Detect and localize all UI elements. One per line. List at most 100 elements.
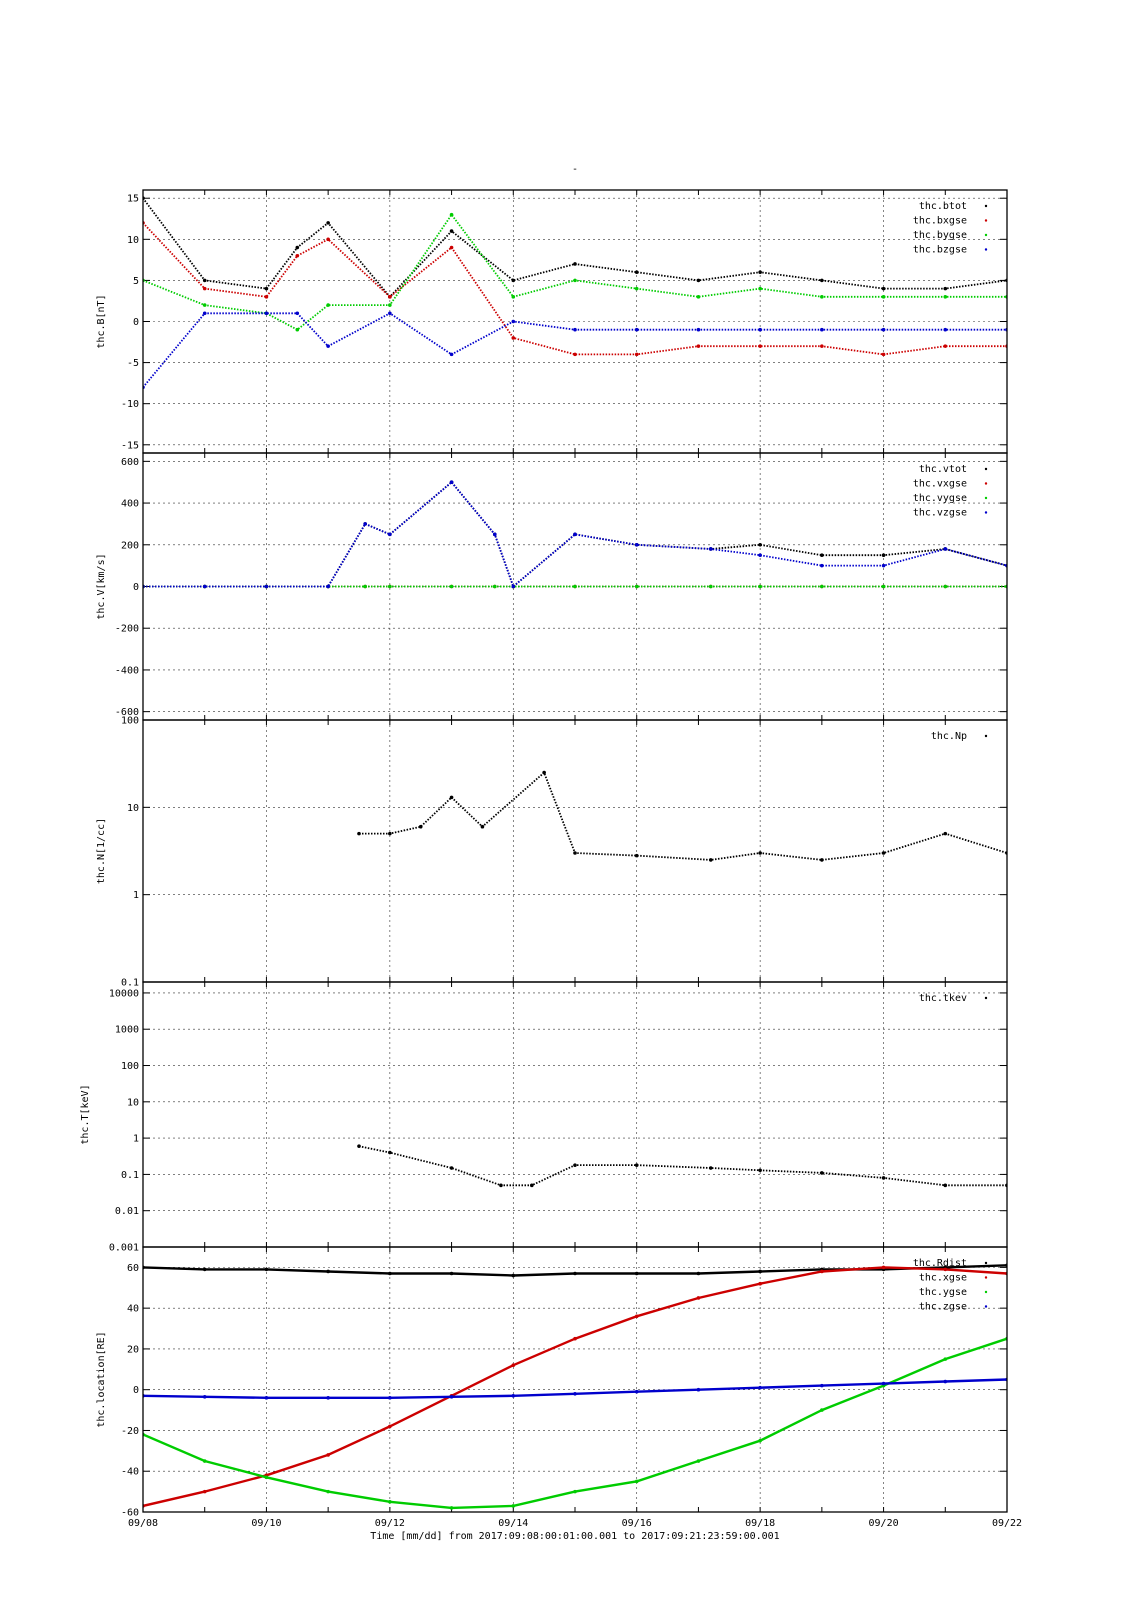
x-tick-label: 09/12 bbox=[375, 1518, 405, 1529]
data-point bbox=[202, 1489, 207, 1494]
data-point bbox=[634, 853, 639, 858]
legend-label: thc.btot bbox=[919, 201, 967, 212]
data-point bbox=[295, 311, 300, 316]
data-point bbox=[758, 327, 762, 332]
data-point bbox=[758, 851, 762, 855]
data-point bbox=[264, 311, 269, 316]
series-line-thc.tkev bbox=[358, 1145, 1007, 1187]
y-tick-label: 200 bbox=[121, 540, 139, 551]
data-point bbox=[449, 1166, 454, 1170]
data-point bbox=[511, 1273, 516, 1278]
y-tick-label: -60 bbox=[121, 1508, 139, 1519]
data-point bbox=[573, 1271, 577, 1276]
y-tick-label: -15 bbox=[121, 440, 139, 451]
legend-label: thc.tkev bbox=[919, 993, 967, 1004]
data-point bbox=[449, 1506, 454, 1510]
y-tick-label: 0 bbox=[133, 317, 139, 328]
data-point bbox=[326, 584, 330, 589]
data-point bbox=[573, 584, 577, 589]
y-axis-label: thc.location[RE] bbox=[96, 1331, 107, 1427]
data-point bbox=[511, 278, 516, 283]
y-tick-label: 20 bbox=[127, 1344, 139, 1355]
legend-label: thc.vzgse bbox=[913, 508, 967, 519]
data-point bbox=[511, 336, 516, 340]
legend-label: thc.Np bbox=[931, 731, 967, 742]
legend-marker bbox=[984, 1276, 988, 1279]
data-point bbox=[820, 553, 824, 558]
data-point bbox=[881, 1381, 886, 1386]
y-tick-label: 5 bbox=[133, 276, 139, 287]
data-point bbox=[634, 584, 639, 589]
panel-2: -600 -400 -200 0 200 400 600 thc.V[km/s] thc.vto… bbox=[96, 452, 1008, 721]
data-point bbox=[202, 1267, 207, 1272]
data-point bbox=[202, 311, 207, 316]
x-tick-label: 09/18 bbox=[745, 1518, 775, 1529]
y-tick-label: 0.001 bbox=[109, 1243, 139, 1254]
data-point bbox=[820, 295, 824, 299]
y-tick-label: 0.1 bbox=[121, 978, 139, 989]
data-point bbox=[634, 327, 639, 332]
legend-marker bbox=[984, 734, 988, 738]
series-line-thc.btot bbox=[143, 197, 1007, 299]
data-point bbox=[202, 303, 207, 307]
data-point bbox=[696, 344, 701, 348]
legend-label: thc.zgse bbox=[919, 1302, 967, 1313]
data-point bbox=[881, 286, 886, 291]
y-tick-label: -5 bbox=[127, 358, 139, 369]
series-group bbox=[357, 770, 1007, 862]
y-axis-label: thc.T[keV] bbox=[80, 1084, 91, 1144]
panel-1: -15 -10 -5 0 5 10 15 thc.B[nT] thc.btot thc.bxgse… bbox=[96, 189, 1008, 454]
x-tick-label: 09/16 bbox=[622, 1518, 652, 1529]
data-point bbox=[758, 270, 762, 274]
series-group bbox=[143, 196, 1007, 390]
data-point bbox=[696, 295, 701, 299]
y-tick-label: -400 bbox=[115, 665, 139, 676]
data-point bbox=[573, 352, 577, 357]
series-group bbox=[357, 1144, 1007, 1188]
data-point bbox=[634, 1479, 639, 1484]
y-tick-label: 15 bbox=[127, 194, 139, 205]
data-point bbox=[202, 1459, 207, 1463]
x-tick-label: 09/08 bbox=[128, 1518, 158, 1529]
data-point bbox=[202, 1395, 207, 1399]
data-point bbox=[758, 553, 762, 558]
legend-marker bbox=[984, 248, 988, 251]
y-axis-label: thc.B[nT] bbox=[96, 294, 107, 348]
panel-5: -60 -40 -20 0 20 40 60 thc.location[RE] thc.Rdis… bbox=[96, 1246, 1022, 1529]
data-point bbox=[326, 221, 330, 225]
data-point bbox=[820, 278, 824, 283]
legend-marker bbox=[984, 496, 988, 500]
data-point bbox=[202, 286, 207, 291]
legend-label: thc.xgse bbox=[919, 1273, 967, 1284]
data-point bbox=[326, 1489, 330, 1494]
data-point bbox=[326, 1396, 330, 1400]
data-point bbox=[357, 831, 361, 836]
legend-marker bbox=[984, 511, 988, 514]
data-point bbox=[820, 1171, 824, 1175]
y-tick-label: 0.01 bbox=[115, 1206, 139, 1217]
data-point bbox=[708, 858, 713, 862]
data-point bbox=[388, 1271, 392, 1276]
data-point bbox=[573, 1336, 577, 1341]
data-point bbox=[363, 584, 367, 589]
data-point bbox=[499, 1183, 503, 1188]
data-point bbox=[881, 1176, 886, 1180]
data-point bbox=[388, 311, 392, 316]
legend-marker bbox=[984, 1290, 988, 1294]
data-point bbox=[820, 1383, 824, 1388]
data-point bbox=[634, 270, 639, 274]
panels: -15-10-5051015thc.B[nT]thc.btotthc.bxgse… bbox=[80, 189, 1022, 1529]
x-tick-label: 09/22 bbox=[992, 1518, 1022, 1529]
x-tick-label: 09/20 bbox=[869, 1518, 899, 1529]
data-point bbox=[418, 824, 423, 829]
data-point bbox=[542, 770, 546, 775]
y-tick-label: 600 bbox=[121, 457, 139, 468]
data-point bbox=[264, 286, 269, 291]
data-point bbox=[758, 1281, 762, 1286]
y-tick-label: -600 bbox=[115, 707, 139, 718]
series-line-thc.Np bbox=[359, 771, 1007, 861]
data-point bbox=[881, 352, 886, 357]
data-point bbox=[943, 1379, 948, 1384]
y-tick-label: 100 bbox=[121, 716, 139, 727]
